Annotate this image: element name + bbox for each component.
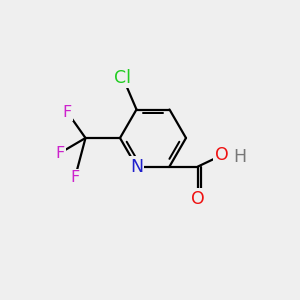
Text: F: F — [70, 170, 80, 185]
Text: H: H — [233, 148, 247, 166]
Text: Cl: Cl — [115, 69, 131, 87]
Text: F: F — [56, 146, 64, 160]
Text: O: O — [191, 190, 205, 208]
Text: F: F — [63, 105, 72, 120]
Text: N: N — [130, 158, 143, 175]
Text: O: O — [214, 146, 228, 164]
